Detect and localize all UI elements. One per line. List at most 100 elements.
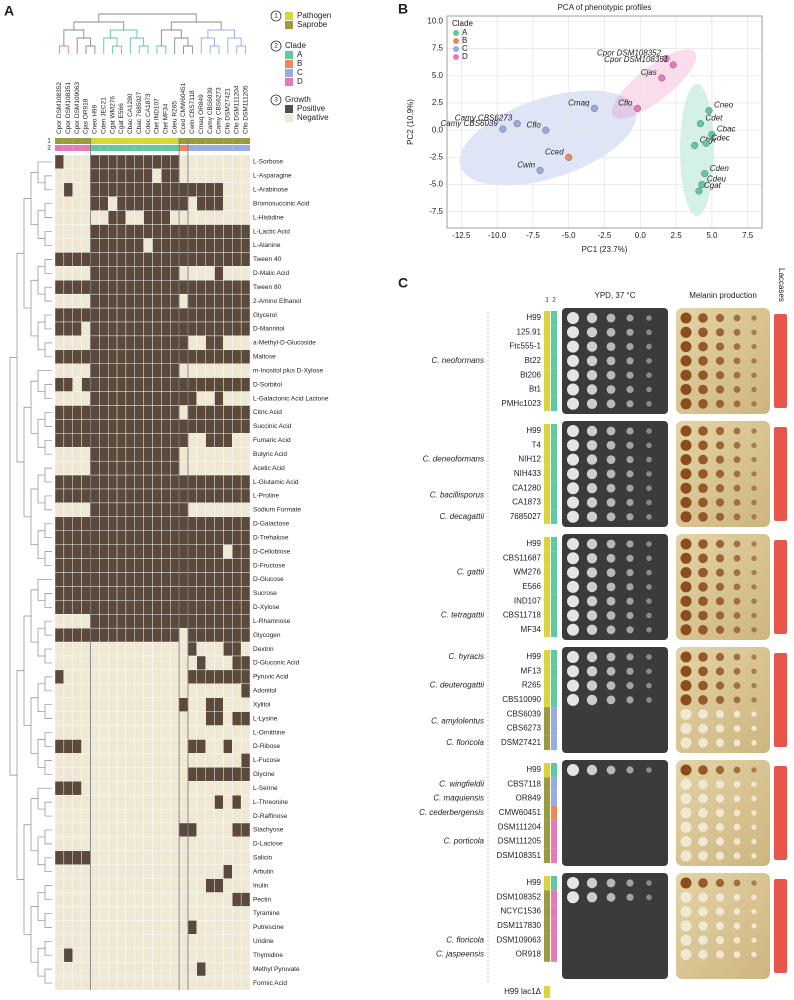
heatmap-cell [232, 614, 242, 629]
heatmap-cell [205, 502, 215, 518]
heatmap-cell [152, 391, 162, 406]
heatmap-cell [232, 252, 242, 267]
legend-label: B [297, 59, 302, 68]
heatmap-cell [72, 447, 82, 462]
heatmap-cell [90, 516, 100, 531]
row-label: Salicin [253, 855, 273, 862]
heatmap-cell [143, 961, 153, 977]
heatmap-cell [152, 878, 162, 893]
strain-label: PMHc1023 [501, 399, 541, 408]
lifestyle-cell [205, 138, 215, 144]
heatmap-cell [161, 391, 171, 406]
heatmap-cell [143, 725, 153, 740]
colony-spot [680, 398, 692, 410]
heatmap-cell [214, 252, 224, 267]
colony-spot [646, 584, 652, 590]
heatmap-cell [205, 238, 215, 253]
melanin-spots [680, 850, 757, 862]
heatmap-cell [125, 224, 135, 239]
melanin-spots [680, 468, 757, 480]
colony-spot [606, 892, 616, 902]
colony-spot [751, 668, 757, 674]
clade-cell [551, 848, 557, 864]
heatmap-cell [232, 781, 242, 796]
strain-label: CA1873 [512, 498, 541, 507]
heatmap-cell [152, 572, 162, 587]
heatmap-cell [116, 614, 127, 629]
strain-label: H99 [526, 878, 541, 887]
heatmap-cell [143, 391, 153, 406]
heatmap-cell [178, 405, 189, 420]
heatmap-cell [125, 892, 135, 907]
heatmap-cell [196, 433, 206, 448]
heatmap-cell [63, 669, 73, 685]
heatmap-cell [223, 864, 233, 879]
heatmap-cell [90, 781, 100, 796]
heatmap-cell [54, 307, 65, 323]
heatmap-cell [161, 474, 171, 490]
heatmap-cell [125, 739, 135, 754]
heatmap-cell [232, 739, 242, 754]
colony-spot [698, 723, 708, 734]
heatmap-cell [143, 822, 153, 838]
heatmap-cell [214, 502, 224, 518]
heatmap-cell [72, 224, 82, 239]
colony-spot [586, 892, 598, 903]
dendrogram-branch [109, 29, 138, 38]
dendrogram-branch [23, 198, 31, 309]
heatmap-cell [99, 405, 109, 420]
colony-spot [751, 471, 757, 477]
colony-spot [606, 455, 616, 464]
dendrogram-branch [44, 704, 52, 719]
colony-spot [567, 326, 579, 339]
heatmap-cell [99, 892, 109, 907]
heatmap-cell [205, 725, 215, 740]
heatmap-cell [107, 975, 118, 991]
column-label: Cflo DSM27421 [225, 88, 232, 134]
heatmap-cell [72, 307, 82, 323]
heatmap-cell [107, 948, 118, 963]
colony-spot [715, 356, 725, 365]
heatmap-cell [214, 948, 224, 963]
heatmap-cell [90, 433, 100, 448]
heatmap-cell [232, 307, 242, 323]
lifestyle-cell [544, 551, 550, 566]
heatmap-cell [214, 655, 224, 671]
colony-spot [715, 837, 725, 846]
colony-spot [626, 484, 634, 492]
clade-cell [551, 466, 557, 482]
colony-spot [698, 341, 708, 352]
heatmap-cell [72, 655, 82, 671]
heatmap-cell [63, 474, 73, 490]
heatmap-cell [125, 878, 135, 893]
heatmap-cell [90, 961, 100, 977]
heatmap-cell [223, 739, 233, 754]
heatmap-cell [223, 655, 233, 671]
melanin-spots [680, 581, 757, 593]
colony-spot [733, 513, 741, 521]
heatmap-cell [143, 600, 153, 615]
clade-cell [551, 424, 557, 439]
heatmap-cell [240, 280, 251, 295]
heatmap-cell [107, 182, 118, 197]
heatmap-cell [143, 307, 153, 323]
colony-spot [680, 552, 692, 564]
dendrogram-branch [44, 732, 52, 747]
heatmap-cell [214, 739, 224, 754]
heatmap-cell [223, 822, 233, 838]
heatmap-cell [63, 405, 73, 420]
heatmap-cell [214, 725, 224, 740]
heatmap-cell [205, 948, 215, 963]
heatmap-cell [134, 349, 144, 364]
colony-spot [586, 440, 598, 451]
colony-spot [698, 822, 708, 832]
heatmap-cell [116, 739, 127, 754]
colony-spot [733, 499, 741, 506]
heatmap-cell [54, 683, 65, 698]
heatmap-cell [107, 154, 118, 170]
colony-spot [698, 765, 708, 775]
heatmap-cell [205, 711, 215, 726]
row-label: L-Arabinose [253, 187, 288, 194]
heatmap-cell [143, 516, 153, 531]
lifestyle-cell [544, 424, 550, 439]
